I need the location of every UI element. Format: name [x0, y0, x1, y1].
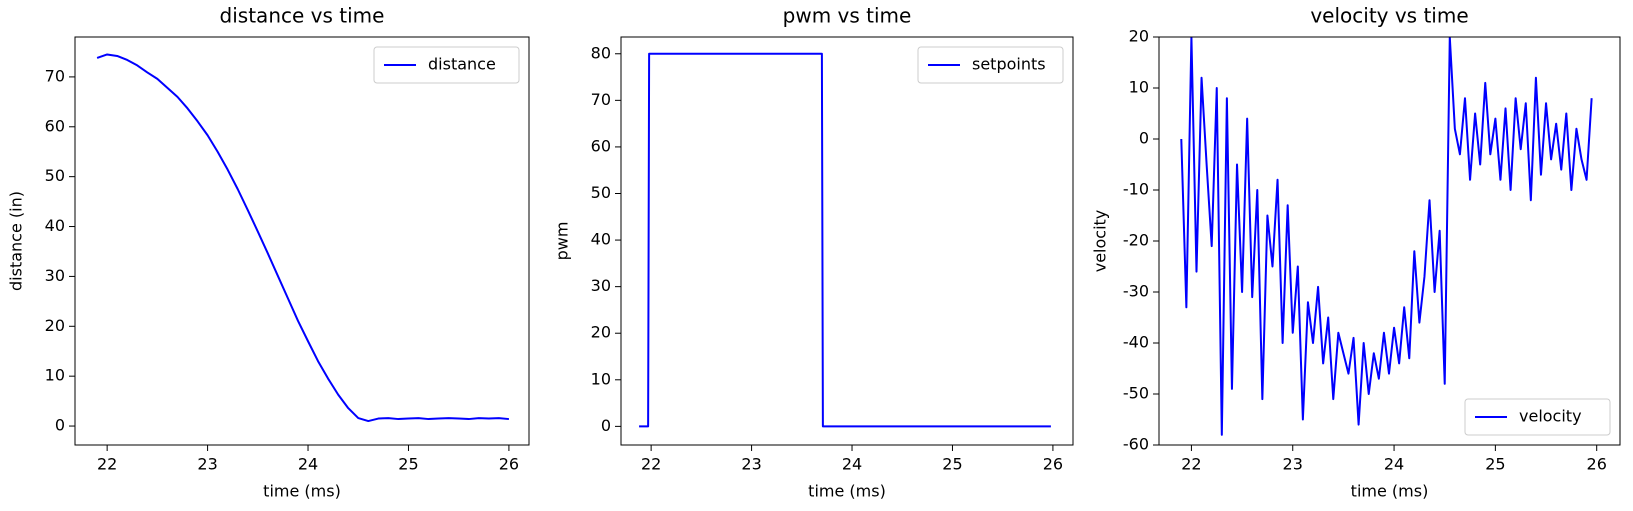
x-tick-label: 24	[298, 455, 318, 474]
plot-area	[96, 53, 510, 423]
x-tick-label: 26	[499, 455, 519, 474]
chart-title: velocity vs time	[1310, 4, 1468, 28]
legend-label: setpoints	[972, 55, 1046, 74]
x-tick-label: 25	[942, 455, 962, 474]
legend-box	[1464, 398, 1611, 436]
x-tick-label: 25	[1485, 455, 1505, 474]
y-tick-label: 0	[1139, 129, 1149, 148]
x-tick-label: 25	[398, 455, 418, 474]
y-tick-label: 10	[45, 366, 65, 385]
x-tick-label: 24	[1384, 455, 1404, 474]
y-axis-label: distance (in)	[7, 191, 26, 291]
y-tick-label: 30	[591, 276, 611, 295]
y-tick-label: 20	[45, 316, 65, 335]
y-tick-label: 70	[591, 90, 611, 109]
x-axis-label: time (ms)	[263, 482, 341, 501]
data-line	[96, 53, 510, 423]
y-tick-label: 0	[55, 416, 65, 435]
x-tick-label: 26	[1587, 455, 1607, 474]
y-tick-label: 20	[1129, 27, 1149, 46]
x-tick-label: 22	[1181, 455, 1201, 474]
plot-area	[1180, 37, 1593, 436]
axes-frame	[620, 36, 1074, 446]
y-axis-label: velocity	[1091, 210, 1110, 273]
y-tick-label: 60	[45, 116, 65, 135]
axes-frame	[74, 36, 530, 446]
y-tick-label: 50	[591, 183, 611, 202]
x-tick-label: 22	[97, 455, 117, 474]
x-tick-label: 23	[1283, 455, 1303, 474]
y-tick-label: 30	[45, 266, 65, 285]
y-tick-label: -10	[1123, 180, 1149, 199]
x-tick-label: 23	[741, 455, 761, 474]
plot-area	[639, 52, 1051, 428]
y-tick-label: -40	[1123, 333, 1149, 352]
y-tick-label: -60	[1123, 435, 1149, 454]
y-axis-label: pwm	[553, 222, 572, 261]
x-tick-label: 23	[197, 455, 217, 474]
data-line	[639, 52, 1051, 428]
data-line	[1180, 37, 1593, 436]
x-tick-label: 22	[641, 455, 661, 474]
y-tick-label: -20	[1123, 231, 1149, 250]
y-tick-label: -30	[1123, 282, 1149, 301]
legend-box	[917, 46, 1064, 84]
x-tick-label: 24	[842, 455, 862, 474]
y-tick-label: 50	[45, 166, 65, 185]
x-axis-label: time (ms)	[808, 482, 886, 501]
y-tick-label: 80	[591, 43, 611, 62]
x-axis-label: time (ms)	[1351, 482, 1429, 501]
y-tick-label: 10	[591, 369, 611, 388]
axes-frame	[1158, 36, 1621, 446]
y-tick-label: 70	[45, 66, 65, 85]
y-tick-label: 60	[591, 136, 611, 155]
y-tick-label: 20	[591, 323, 611, 342]
y-tick-label: 10	[1129, 78, 1149, 97]
chart-title: distance vs time	[220, 4, 385, 28]
y-tick-label: 40	[591, 230, 611, 249]
legend-label: distance	[428, 55, 496, 74]
chart-title: pwm vs time	[783, 4, 912, 28]
legend-box	[373, 46, 520, 84]
y-tick-label: 40	[45, 216, 65, 235]
legend-label: velocity	[1519, 407, 1582, 426]
y-tick-label: -50	[1123, 384, 1149, 403]
x-tick-label: 26	[1043, 455, 1063, 474]
y-tick-label: 0	[601, 416, 611, 435]
